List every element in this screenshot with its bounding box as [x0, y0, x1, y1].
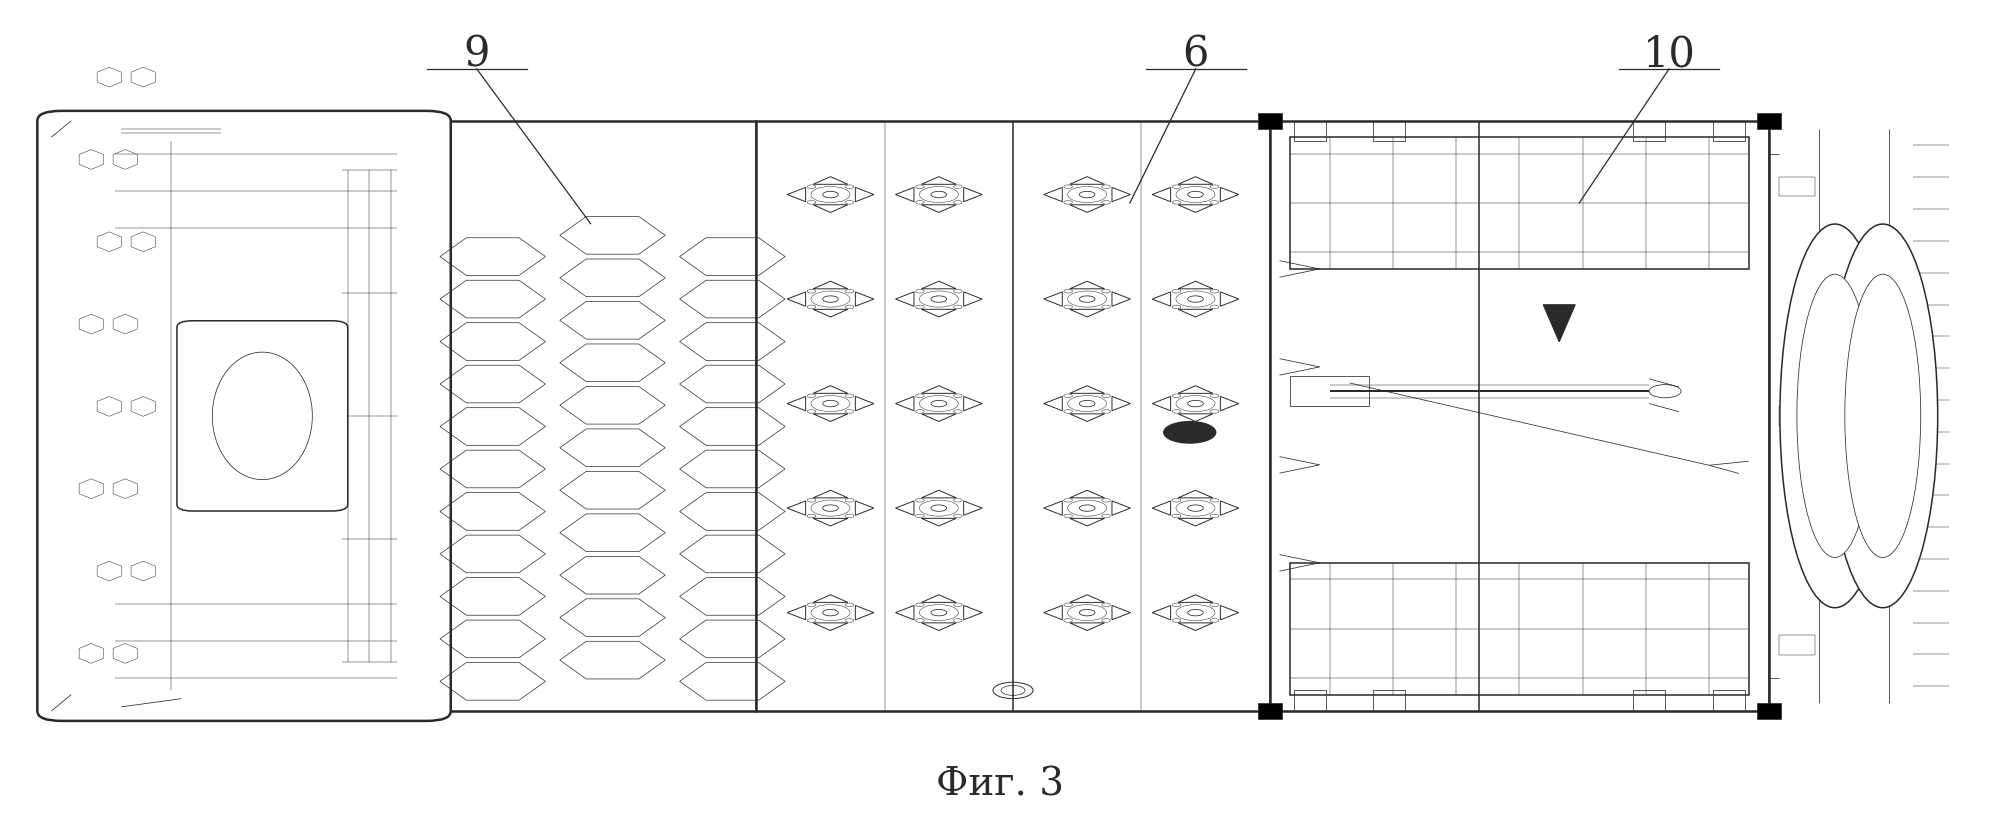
- Bar: [1258, 703, 1282, 719]
- Bar: [1374, 121, 1406, 141]
- Bar: [1756, 112, 1780, 129]
- Ellipse shape: [1844, 274, 1920, 558]
- FancyBboxPatch shape: [176, 320, 348, 511]
- Text: 10: 10: [1642, 34, 1696, 76]
- Bar: [1778, 635, 1814, 655]
- Bar: [1290, 563, 1748, 695]
- Bar: [1374, 691, 1406, 711]
- Ellipse shape: [1796, 274, 1872, 558]
- Bar: [1290, 137, 1748, 269]
- Text: 9: 9: [464, 34, 490, 76]
- Ellipse shape: [1780, 224, 1890, 608]
- Bar: [1714, 691, 1744, 711]
- Bar: [1634, 691, 1666, 711]
- Bar: [1634, 121, 1666, 141]
- Bar: [1778, 177, 1814, 197]
- Text: Фиг. 3: Фиг. 3: [936, 767, 1064, 804]
- Bar: [1258, 112, 1282, 129]
- Bar: [1778, 406, 1814, 425]
- Bar: [1270, 121, 1768, 711]
- Ellipse shape: [212, 352, 312, 480]
- Bar: [756, 121, 1270, 711]
- Bar: [1756, 703, 1780, 719]
- Bar: [1290, 377, 1370, 406]
- Text: 6: 6: [1182, 34, 1208, 76]
- Bar: [106, 141, 406, 691]
- FancyBboxPatch shape: [38, 111, 450, 721]
- Bar: [1714, 121, 1744, 141]
- Polygon shape: [1544, 305, 1576, 342]
- Bar: [426, 121, 756, 711]
- Circle shape: [1164, 421, 1216, 443]
- Bar: [1294, 121, 1326, 141]
- Ellipse shape: [1828, 224, 1938, 608]
- Bar: [1294, 691, 1326, 711]
